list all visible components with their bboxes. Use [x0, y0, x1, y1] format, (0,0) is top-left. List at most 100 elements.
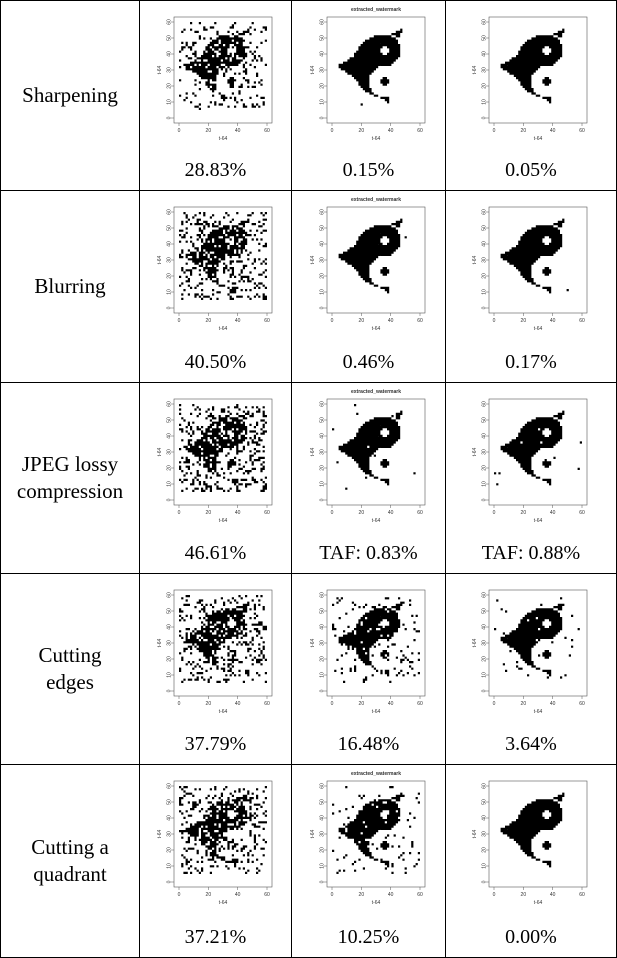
x-tick-label: 60 [417, 128, 423, 134]
y-tick-label: 0 [319, 116, 325, 119]
watermark-plot: 0 20 40 60 0 10 20 30 40 50 60 t-64 t-64 [310, 589, 425, 715]
y-tick-label: 40 [166, 433, 172, 439]
y-tick-label: 60 [319, 592, 325, 598]
y-tick-label: 10 [482, 289, 488, 295]
watermark-pixels [494, 410, 582, 486]
y-tick-label: 20 [482, 83, 488, 89]
y-tick-label: 30 [166, 449, 172, 455]
watermark-image [178, 212, 267, 300]
error-rate: 0.00% [505, 926, 557, 948]
y-axis-label: t-64 [472, 65, 478, 74]
error-rate: 28.83% [184, 159, 247, 181]
y-tick-label: 10 [319, 863, 325, 869]
y-tick-label: 40 [482, 815, 488, 821]
y-tick-label: 40 [482, 624, 488, 630]
watermark-pixels [331, 786, 420, 874]
x-tick-label: 20 [358, 701, 364, 707]
y-tick-label: 40 [319, 815, 325, 821]
y-axis-label: t-64 [157, 255, 163, 264]
y-tick-label: 50 [319, 799, 325, 805]
error-rate: TAF: 0.88% [481, 542, 581, 564]
watermark-plot: 0 20 40 60 0 10 20 30 40 50 60 t-64 t-64 [157, 206, 272, 332]
y-tick-label: 40 [482, 51, 488, 57]
y-tick-label: 50 [166, 35, 172, 41]
x-tick-label: 60 [579, 510, 585, 516]
x-tick-label: 0 [330, 318, 333, 324]
y-tick-label: 20 [482, 465, 488, 471]
y-tick-label: 40 [482, 241, 488, 247]
watermark-image [331, 786, 420, 874]
y-tick-label: 50 [166, 608, 172, 614]
x-tick-label: 60 [579, 701, 585, 707]
y-tick-label: 20 [482, 273, 488, 279]
y-tick-label: 60 [319, 19, 325, 25]
x-tick-label: 40 [550, 701, 556, 707]
x-axis-label: t-64 [534, 136, 543, 142]
y-tick-label: 0 [166, 880, 172, 883]
y-axis-label: t-64 [310, 829, 316, 838]
y-tick-label: 30 [482, 640, 488, 646]
x-tick-label: 0 [177, 510, 180, 516]
x-tick-label: 60 [417, 701, 423, 707]
y-tick-label: 0 [482, 880, 488, 883]
x-tick-label: 0 [493, 701, 496, 707]
row-label-line: JPEG lossy [21, 452, 119, 476]
watermark-pixels [494, 597, 580, 679]
error-rate: 40.50% [184, 351, 247, 373]
error-rate: 46.61% [184, 542, 247, 564]
result-cell: 0 20 40 60 0 10 20 30 40 50 60 t-64 t-64 0.00% [445, 764, 617, 958]
y-axis-label: t-64 [310, 65, 316, 74]
x-tick-label: 60 [417, 892, 423, 898]
watermark-image [338, 218, 407, 294]
result-cell: 0 20 40 60 0 10 20 30 40 50 60 t-64 t-64 37.79% [139, 573, 292, 765]
result-cell: 0 20 40 60 0 10 20 30 40 50 60 t-64 t-64 0.17% [445, 190, 617, 383]
y-axis-label: t-64 [472, 255, 478, 264]
y-tick-label: 40 [319, 51, 325, 57]
x-tick-label: 40 [387, 318, 393, 324]
result-cell: 0 20 40 60 0 10 20 30 40 50 60 t-64 t-64 0.05% [445, 0, 617, 191]
x-tick-label: 40 [234, 128, 240, 134]
y-tick-label: 20 [482, 656, 488, 662]
y-tick-label: 0 [482, 689, 488, 692]
y-tick-label: 50 [482, 799, 488, 805]
row-label-line: edges [46, 670, 94, 694]
plot-title: extracted_watermark [350, 771, 400, 777]
y-axis-label: t-64 [472, 829, 478, 838]
y-tick-label: 20 [319, 465, 325, 471]
x-axis-label: t-64 [371, 709, 380, 715]
y-axis-label: t-64 [472, 638, 478, 647]
y-tick-label: 0 [319, 306, 325, 309]
y-tick-label: 60 [166, 19, 172, 25]
x-axis-label: t-64 [371, 326, 380, 332]
y-tick-label: 60 [166, 592, 172, 598]
x-tick-label: 20 [205, 701, 211, 707]
x-tick-label: 40 [234, 701, 240, 707]
y-tick-label: 60 [319, 209, 325, 215]
y-axis-label: t-64 [157, 447, 163, 456]
y-tick-label: 60 [482, 19, 488, 25]
y-tick-label: 50 [319, 35, 325, 41]
watermark-pixels [331, 404, 416, 490]
row-label-line: Blurring [34, 274, 106, 298]
plot-title: extracted_watermark [350, 389, 400, 395]
y-tick-label: 50 [319, 417, 325, 423]
y-tick-label: 40 [166, 51, 172, 57]
y-tick-label: 10 [482, 481, 488, 487]
x-tick-label: 20 [358, 510, 364, 516]
y-tick-label: 50 [319, 608, 325, 614]
watermark-plot: extracted_watermark 0 20 40 60 0 10 20 30 40 50 60 t… [310, 7, 425, 142]
watermark-pixels [338, 218, 407, 294]
y-tick-label: 50 [482, 225, 488, 231]
y-tick-label: 40 [166, 624, 172, 630]
result-cell: 0 20 40 60 0 10 20 30 40 50 60 t-64 t-64 3.64% [445, 573, 617, 765]
y-tick-label: 30 [319, 257, 325, 263]
y-axis-label: t-64 [310, 255, 316, 264]
error-rate: 0.17% [505, 351, 557, 373]
x-tick-label: 40 [387, 701, 393, 707]
y-tick-label: 40 [319, 433, 325, 439]
watermark-pixels [500, 218, 569, 294]
y-tick-label: 0 [166, 689, 172, 692]
x-tick-label: 40 [550, 128, 556, 134]
x-tick-label: 20 [521, 128, 527, 134]
x-tick-label: 0 [177, 701, 180, 707]
